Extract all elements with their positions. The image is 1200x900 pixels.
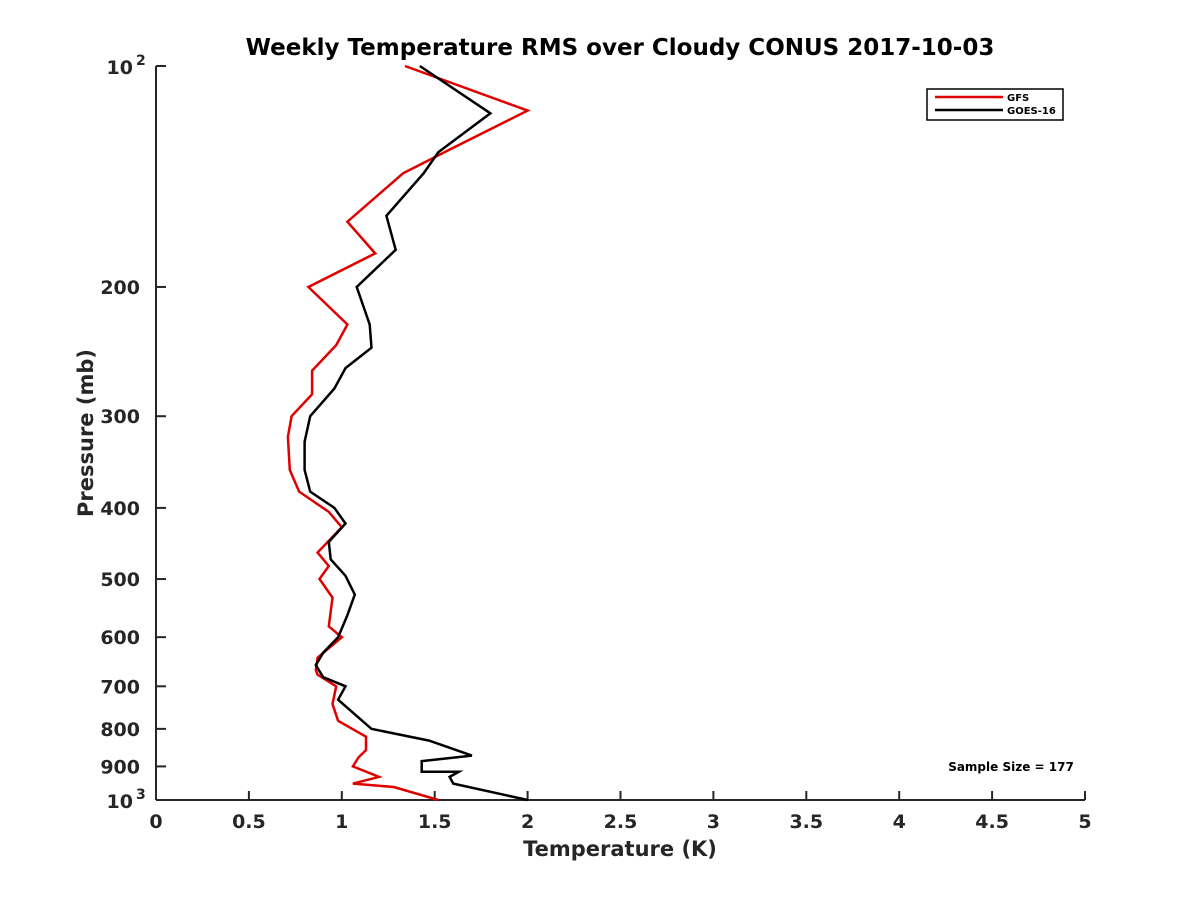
sample-size-annotation: Sample Size = 177 xyxy=(948,760,1074,774)
x-tick-label: 4.5 xyxy=(975,811,1009,833)
y-tick-label: 500 xyxy=(100,569,140,591)
y-tick-base: 10 xyxy=(107,791,133,813)
y-tick-label: 10 3 xyxy=(107,787,146,813)
y-tick-label: 700 xyxy=(100,676,140,698)
x-tick-label: 3.5 xyxy=(789,811,823,833)
y-tick-label: 400 xyxy=(100,498,140,520)
y-tick-label: 200 xyxy=(100,277,140,299)
x-tick-label: 3 xyxy=(707,811,720,833)
legend-label-goes-16: GOES-16 xyxy=(1007,106,1056,117)
y-tick-label: 800 xyxy=(100,719,140,741)
plot-area: 0 0.5 1 1.5 2 2.5 3 3.5 4 4.5 5 10 2200300400500600… xyxy=(100,53,1091,833)
y-axis-title: Pressure (mb) xyxy=(74,349,98,517)
y-tick-label: 300 xyxy=(100,406,140,428)
series-layer xyxy=(286,64,531,802)
legend-box xyxy=(926,88,1064,121)
series-line-goes-16 xyxy=(303,64,528,802)
legend: GFS GOES-16 xyxy=(926,88,1064,121)
y-tick-exponent: 2 xyxy=(136,53,146,69)
y-tick-label: 900 xyxy=(100,756,140,778)
y-tick-exponent: 3 xyxy=(136,787,146,803)
x-tick-label: 5 xyxy=(1078,811,1091,833)
x-tick-label: 1.5 xyxy=(418,811,452,833)
chart-title: Weekly Temperature RMS over Cloudy CONUS… xyxy=(246,35,995,61)
x-tick-label: 0.5 xyxy=(232,811,266,833)
y-tick-base: 10 xyxy=(107,57,133,79)
y-tick-label: 10 2 xyxy=(107,53,146,79)
x-axis-title: Temperature (K) xyxy=(523,837,717,861)
x-tick-label: 1 xyxy=(335,811,348,833)
x-ticks: 0 0.5 1 1.5 2 2.5 3 3.5 4 4.5 5 xyxy=(149,791,1092,833)
y-tick-label: 600 xyxy=(100,627,140,649)
x-tick-label: 4 xyxy=(893,811,906,833)
x-tick-label: 0 xyxy=(149,811,162,833)
x-tick-label: 2 xyxy=(521,811,534,833)
series-line-gfs xyxy=(286,64,531,802)
legend-label-gfs: GFS xyxy=(1007,93,1029,104)
x-tick-label: 2.5 xyxy=(604,811,638,833)
